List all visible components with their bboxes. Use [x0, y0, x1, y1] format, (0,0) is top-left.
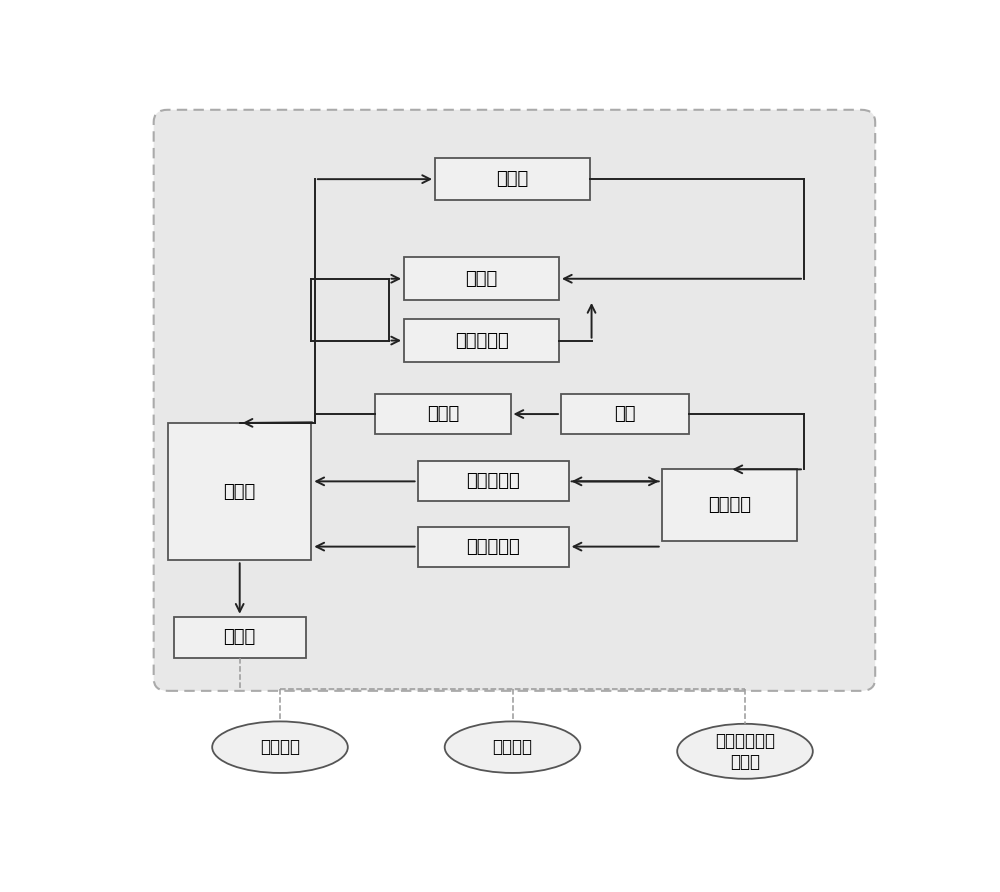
FancyBboxPatch shape	[174, 616, 306, 658]
FancyBboxPatch shape	[435, 158, 590, 201]
Text: 换热器旁通: 换热器旁通	[455, 332, 508, 350]
FancyBboxPatch shape	[662, 469, 797, 541]
Ellipse shape	[677, 723, 813, 779]
FancyBboxPatch shape	[404, 258, 559, 300]
Text: 废液池: 废液池	[224, 628, 256, 647]
Text: 配电设备: 配电设备	[260, 739, 300, 756]
Text: 冷却水箱: 冷却水箱	[708, 497, 751, 515]
Text: 冷却塔: 冷却塔	[496, 170, 529, 188]
Text: 冷却水旁通: 冷却水旁通	[466, 473, 520, 491]
FancyBboxPatch shape	[375, 394, 511, 434]
FancyBboxPatch shape	[418, 526, 569, 566]
Ellipse shape	[445, 722, 580, 773]
FancyBboxPatch shape	[154, 110, 875, 690]
FancyBboxPatch shape	[561, 394, 689, 434]
Text: 换热器: 换热器	[465, 269, 498, 288]
Text: 试验件: 试验件	[224, 483, 256, 500]
Ellipse shape	[212, 722, 348, 773]
FancyBboxPatch shape	[404, 319, 559, 362]
Text: 数据测量与采
集设备: 数据测量与采 集设备	[715, 732, 775, 771]
Text: 仪控设备: 仪控设备	[492, 739, 532, 756]
Text: 主冷却管线: 主冷却管线	[466, 538, 520, 556]
FancyBboxPatch shape	[418, 461, 569, 501]
Text: 氮气: 氮气	[614, 405, 636, 423]
Text: 熔盐炉: 熔盐炉	[427, 405, 459, 423]
FancyBboxPatch shape	[168, 423, 311, 560]
